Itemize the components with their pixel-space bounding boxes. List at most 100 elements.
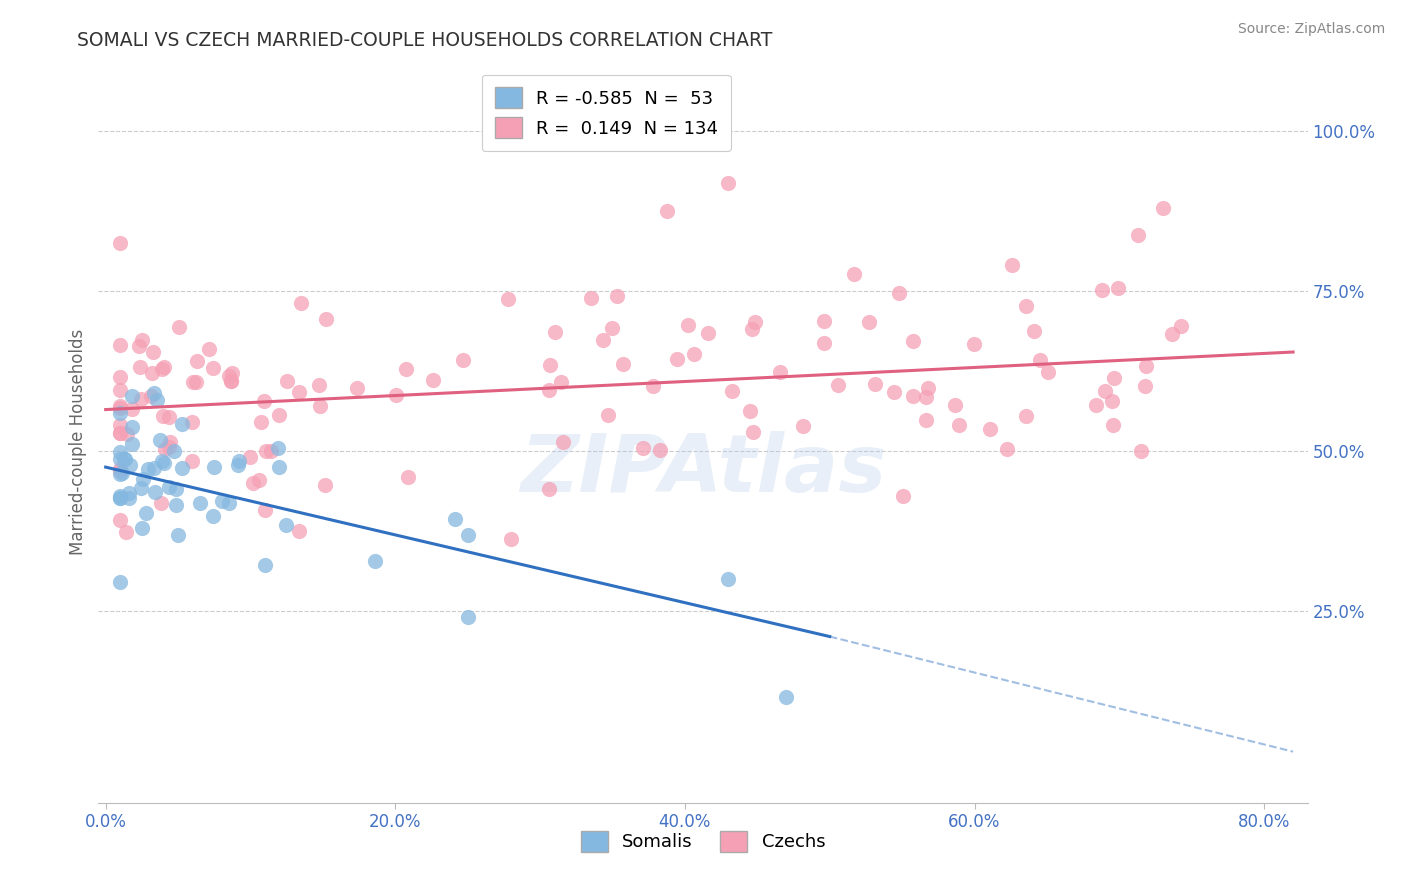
Point xyxy=(792,419,814,434)
Point xyxy=(188,496,211,510)
Point xyxy=(153,442,176,457)
Point xyxy=(253,394,276,409)
Point xyxy=(288,384,311,399)
Point xyxy=(152,457,174,471)
Point xyxy=(592,333,614,347)
Point xyxy=(553,434,575,449)
Point xyxy=(315,312,337,326)
Point xyxy=(247,473,270,487)
Point xyxy=(172,460,194,475)
Point xyxy=(537,384,560,398)
Point xyxy=(128,339,150,353)
Point xyxy=(1036,366,1059,380)
Point xyxy=(163,443,186,458)
Point xyxy=(181,376,204,390)
Point xyxy=(267,442,290,456)
Point xyxy=(143,461,166,475)
Point xyxy=(1129,444,1152,458)
Point xyxy=(159,435,181,450)
Point xyxy=(198,343,221,357)
Legend: Somalis, Czechs: Somalis, Czechs xyxy=(574,823,832,859)
Point xyxy=(1102,370,1125,384)
Point xyxy=(612,357,634,371)
Point xyxy=(218,369,240,384)
Point xyxy=(150,454,173,468)
Point xyxy=(142,345,165,359)
Point xyxy=(121,401,143,416)
Point xyxy=(108,464,131,478)
Point xyxy=(150,495,173,509)
Point xyxy=(141,388,163,402)
Point xyxy=(963,337,986,351)
Point xyxy=(108,451,131,466)
Point xyxy=(943,398,966,412)
Point xyxy=(108,445,131,459)
Point xyxy=(267,459,290,474)
Point xyxy=(250,415,273,429)
Point xyxy=(131,392,153,407)
Point xyxy=(501,532,523,546)
Point xyxy=(181,415,204,429)
Point xyxy=(1161,327,1184,342)
Point xyxy=(721,384,744,398)
Point xyxy=(108,418,131,433)
Point xyxy=(228,458,250,473)
Point xyxy=(165,482,187,496)
Point xyxy=(308,378,330,392)
Point xyxy=(167,319,190,334)
Point xyxy=(108,462,131,476)
Text: ZIPAtlas: ZIPAtlas xyxy=(520,432,886,509)
Point xyxy=(696,326,718,340)
Point xyxy=(239,450,262,464)
Point xyxy=(550,375,572,389)
Point xyxy=(135,507,157,521)
Point xyxy=(131,521,153,535)
Point xyxy=(657,204,679,219)
Text: Source: ZipAtlas.com: Source: ZipAtlas.com xyxy=(1237,22,1385,37)
Point xyxy=(903,334,925,348)
Point xyxy=(1091,283,1114,297)
Point xyxy=(948,417,970,432)
Point xyxy=(581,291,603,305)
Point xyxy=(157,410,180,425)
Point xyxy=(665,351,688,366)
Point xyxy=(242,476,264,491)
Point xyxy=(775,690,797,705)
Point xyxy=(108,401,131,416)
Point xyxy=(915,390,938,404)
Point xyxy=(1024,324,1046,338)
Point xyxy=(769,366,792,380)
Point xyxy=(146,393,169,408)
Point xyxy=(118,491,141,506)
Text: SOMALI VS CZECH MARRIED-COUPLE HOUSEHOLDS CORRELATION CHART: SOMALI VS CZECH MARRIED-COUPLE HOUSEHOLD… xyxy=(77,31,773,50)
Point xyxy=(167,528,190,542)
Point xyxy=(364,554,387,568)
Point xyxy=(108,235,131,250)
Point xyxy=(842,267,865,281)
Point xyxy=(108,338,131,352)
Point xyxy=(633,441,655,455)
Point xyxy=(149,433,172,447)
Point xyxy=(457,528,479,542)
Point xyxy=(108,426,131,441)
Point xyxy=(201,509,224,524)
Point xyxy=(496,292,519,306)
Point xyxy=(979,421,1001,435)
Point xyxy=(118,486,141,500)
Point xyxy=(142,385,165,400)
Point xyxy=(121,420,143,434)
Point xyxy=(914,412,936,426)
Point xyxy=(143,485,166,500)
Point xyxy=(396,470,419,484)
Point xyxy=(683,347,706,361)
Point xyxy=(741,322,763,336)
Point xyxy=(891,489,914,503)
Point xyxy=(108,399,131,413)
Point xyxy=(276,374,298,388)
Point xyxy=(346,380,368,394)
Y-axis label: Married-couple Households: Married-couple Households xyxy=(69,328,87,555)
Point xyxy=(1128,227,1150,242)
Point xyxy=(676,318,699,332)
Point xyxy=(1170,318,1192,333)
Point xyxy=(219,374,242,388)
